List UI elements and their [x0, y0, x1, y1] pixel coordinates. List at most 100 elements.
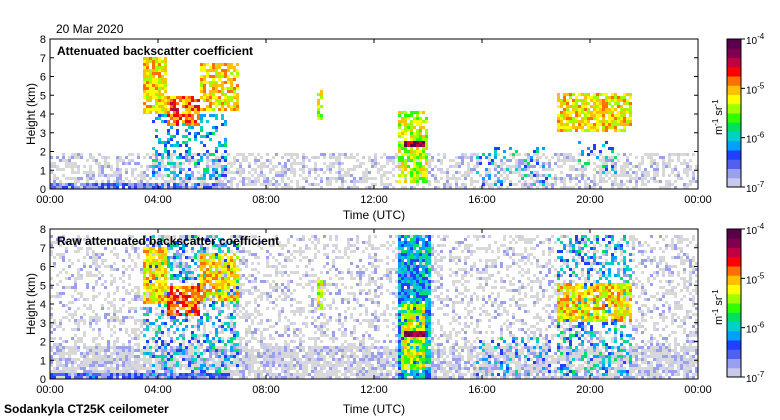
heatmap-cell — [104, 376, 107, 379]
heatmap-cell — [167, 262, 170, 265]
heatmap-cell — [329, 376, 332, 379]
heatmap-cell — [68, 376, 71, 379]
heatmap-cell — [239, 244, 242, 247]
heatmap-cell — [161, 174, 164, 177]
heatmap-cell — [314, 358, 317, 361]
heatmap-cell — [269, 162, 272, 165]
heatmap-cell — [215, 159, 218, 162]
heatmap-cell — [191, 343, 194, 346]
heatmap-cell — [296, 250, 299, 253]
heatmap-cell — [74, 186, 77, 189]
heatmap-cell — [371, 186, 374, 189]
heatmap-cell — [173, 111, 176, 114]
heatmap-cell — [341, 352, 344, 355]
heatmap-cell — [599, 108, 602, 111]
heatmap-cell — [218, 75, 221, 78]
heatmap-cell — [155, 274, 158, 277]
heatmap-cell — [215, 328, 218, 331]
heatmap-cell — [329, 352, 332, 355]
heatmap-cell — [314, 253, 317, 256]
heatmap-cell — [419, 132, 422, 135]
heatmap-cell — [206, 295, 209, 298]
heatmap-cell — [419, 126, 422, 129]
heatmap-cell — [566, 114, 569, 117]
heatmap-cell — [227, 153, 230, 156]
heatmap-cell — [143, 174, 146, 177]
heatmap-cell — [287, 274, 290, 277]
heatmap-cell — [473, 186, 476, 189]
heatmap-cell — [167, 364, 170, 367]
heatmap-cell — [257, 322, 260, 325]
heatmap-cell — [212, 153, 215, 156]
heatmap-cell — [62, 259, 65, 262]
heatmap-cell — [308, 346, 311, 349]
heatmap-cell — [149, 265, 152, 268]
heatmap-cell — [95, 322, 98, 325]
heatmap-cell — [149, 111, 152, 114]
heatmap-cell — [221, 105, 224, 108]
heatmap-cell — [185, 349, 188, 352]
heatmap-cell — [155, 376, 158, 379]
heatmap-cell — [236, 96, 239, 99]
heatmap-cell — [98, 277, 101, 280]
heatmap-cell — [71, 165, 74, 168]
heatmap-cell — [77, 337, 80, 340]
y-tick-label: 7 — [40, 53, 46, 65]
heatmap-cell — [143, 280, 146, 283]
heatmap-cell — [200, 277, 203, 280]
heatmap-cell — [617, 105, 620, 108]
heatmap-cell — [209, 256, 212, 259]
heatmap-cell — [272, 355, 275, 358]
heatmap-cell — [206, 96, 209, 99]
heatmap-cell — [224, 141, 227, 144]
date-label: 20 Mar 2020 — [56, 22, 124, 36]
heatmap-cell — [254, 168, 257, 171]
heatmap-cell — [233, 301, 236, 304]
heatmap-cell — [92, 376, 95, 379]
heatmap-cell — [152, 72, 155, 75]
heatmap-cell — [656, 171, 659, 174]
heatmap-cell — [260, 292, 263, 295]
heatmap-cell — [149, 93, 152, 96]
heatmap-cell — [167, 99, 170, 102]
heatmap-cell — [605, 93, 608, 96]
heatmap-cell — [125, 367, 128, 370]
heatmap-cell — [200, 319, 203, 322]
heatmap-cell — [143, 241, 146, 244]
heatmap-cell — [293, 367, 296, 370]
heatmap-cell — [428, 183, 431, 186]
heatmap-cell — [173, 259, 176, 262]
heatmap-cell — [302, 159, 305, 162]
heatmap-cell — [86, 177, 89, 180]
heatmap-cell — [143, 108, 146, 111]
heatmap-cell — [143, 183, 146, 186]
heatmap-cell — [404, 132, 407, 135]
heatmap-cell — [224, 72, 227, 75]
heatmap-cell — [581, 123, 584, 126]
heatmap-cell — [119, 171, 122, 174]
heatmap-cell — [572, 186, 575, 189]
heatmap-cell — [179, 183, 182, 186]
heatmap-cell — [200, 259, 203, 262]
heatmap-cell — [575, 168, 578, 171]
heatmap-cell — [536, 147, 539, 150]
heatmap-cell — [509, 183, 512, 186]
heatmap-cell — [212, 171, 215, 174]
heatmap-cell — [590, 105, 593, 108]
heatmap-cell — [191, 295, 194, 298]
heatmap-cell — [578, 126, 581, 129]
heatmap-cell — [287, 283, 290, 286]
heatmap-cell — [107, 376, 110, 379]
heatmap-cell — [263, 162, 266, 165]
heatmap-cell — [137, 358, 140, 361]
heatmap-cell — [590, 117, 593, 120]
heatmap-cell — [488, 159, 491, 162]
heatmap-cell — [113, 247, 116, 250]
heatmap-cell — [200, 186, 203, 189]
heatmap-cell — [401, 171, 404, 174]
heatmap-cell — [131, 247, 134, 250]
heatmap-cell — [251, 358, 254, 361]
heatmap-cell — [230, 298, 233, 301]
heatmap-cell — [557, 153, 560, 156]
heatmap-cell — [275, 355, 278, 358]
